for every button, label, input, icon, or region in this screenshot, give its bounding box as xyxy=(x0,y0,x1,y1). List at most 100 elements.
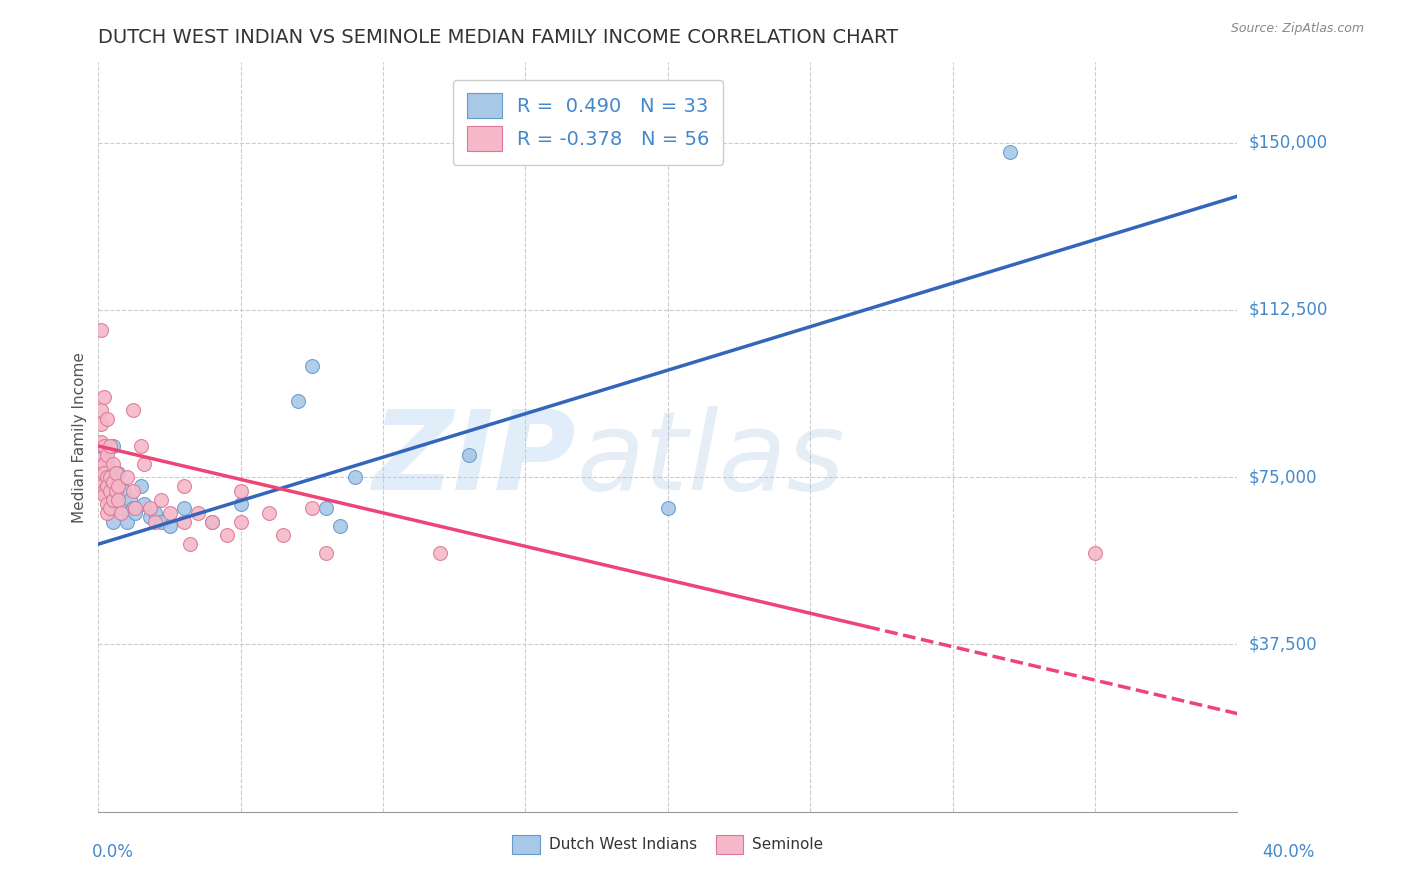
Text: $37,500: $37,500 xyxy=(1249,635,1317,654)
Point xyxy=(104,466,127,480)
Point xyxy=(315,546,337,560)
Point xyxy=(101,492,124,507)
Point xyxy=(129,439,152,453)
Point xyxy=(90,461,112,475)
Point xyxy=(96,506,118,520)
Point xyxy=(90,417,112,431)
Point xyxy=(96,412,118,426)
Point xyxy=(229,497,252,511)
Point xyxy=(121,501,143,516)
Point xyxy=(287,394,309,409)
Point xyxy=(132,497,155,511)
Text: $75,000: $75,000 xyxy=(1249,468,1317,486)
Point xyxy=(90,434,112,449)
Point xyxy=(90,470,112,484)
Point xyxy=(457,448,479,462)
Point xyxy=(112,483,135,498)
Point xyxy=(110,506,132,520)
Point xyxy=(229,483,252,498)
Point xyxy=(138,501,160,516)
Point xyxy=(187,506,209,520)
Point xyxy=(90,323,112,337)
Point xyxy=(96,497,118,511)
Point xyxy=(215,528,238,542)
Point xyxy=(121,403,143,417)
Point xyxy=(93,466,115,480)
Point xyxy=(110,501,132,516)
Point xyxy=(96,470,118,484)
Point xyxy=(121,483,143,498)
Point xyxy=(90,403,112,417)
Point xyxy=(101,515,124,529)
Point xyxy=(96,448,118,462)
Point xyxy=(159,519,181,533)
Point xyxy=(173,515,195,529)
Point xyxy=(259,506,281,520)
Point xyxy=(98,470,121,484)
Text: ZIP: ZIP xyxy=(373,406,576,513)
Point xyxy=(104,479,127,493)
Point xyxy=(201,515,224,529)
Point xyxy=(301,501,323,516)
Point xyxy=(132,457,155,471)
Y-axis label: Median Family Income: Median Family Income xyxy=(72,351,87,523)
Point xyxy=(115,515,138,529)
Point xyxy=(96,457,118,471)
Point xyxy=(173,479,195,493)
Point xyxy=(101,475,124,489)
Point xyxy=(98,501,121,516)
Point xyxy=(93,483,115,498)
Point xyxy=(315,501,337,516)
Point xyxy=(145,515,167,529)
Point xyxy=(101,439,124,453)
Point xyxy=(90,470,112,484)
Point xyxy=(104,492,127,507)
Text: 0.0%: 0.0% xyxy=(91,843,134,861)
Point xyxy=(98,439,121,453)
Point xyxy=(107,479,129,493)
Point xyxy=(98,501,121,516)
Text: $150,000: $150,000 xyxy=(1249,134,1327,152)
Point xyxy=(129,479,152,493)
Point xyxy=(93,488,115,502)
Point xyxy=(124,501,146,516)
Point xyxy=(179,537,201,551)
Point xyxy=(145,506,167,520)
Point xyxy=(173,501,195,516)
Point xyxy=(273,528,295,542)
Point xyxy=(93,439,115,453)
Point xyxy=(159,506,181,520)
Text: DUTCH WEST INDIAN VS SEMINOLE MEDIAN FAMILY INCOME CORRELATION CHART: DUTCH WEST INDIAN VS SEMINOLE MEDIAN FAM… xyxy=(98,28,898,47)
Point xyxy=(1084,546,1107,560)
Point xyxy=(429,546,451,560)
Point xyxy=(90,452,112,467)
Point xyxy=(201,515,224,529)
Text: Source: ZipAtlas.com: Source: ZipAtlas.com xyxy=(1230,22,1364,36)
Point xyxy=(93,390,115,404)
Point xyxy=(90,479,112,493)
Point xyxy=(329,519,352,533)
Text: 40.0%: 40.0% xyxy=(1263,843,1315,861)
Point xyxy=(998,145,1021,159)
Point xyxy=(107,492,129,507)
Point xyxy=(124,506,146,520)
Point xyxy=(96,479,118,493)
Legend: Dutch West Indians, Seminole: Dutch West Indians, Seminole xyxy=(506,829,830,860)
Point xyxy=(98,483,121,498)
Point xyxy=(90,483,112,498)
Point xyxy=(657,501,679,516)
Point xyxy=(101,457,124,471)
Point xyxy=(104,483,127,498)
Point xyxy=(229,515,252,529)
Point xyxy=(150,515,173,529)
Text: atlas: atlas xyxy=(576,406,845,513)
Point xyxy=(93,448,115,462)
Point xyxy=(118,492,141,507)
Point xyxy=(107,466,129,480)
Point xyxy=(115,470,138,484)
Point xyxy=(138,510,160,524)
Point xyxy=(93,457,115,471)
Point xyxy=(150,492,173,507)
Point xyxy=(301,359,323,373)
Text: $112,500: $112,500 xyxy=(1249,301,1327,319)
